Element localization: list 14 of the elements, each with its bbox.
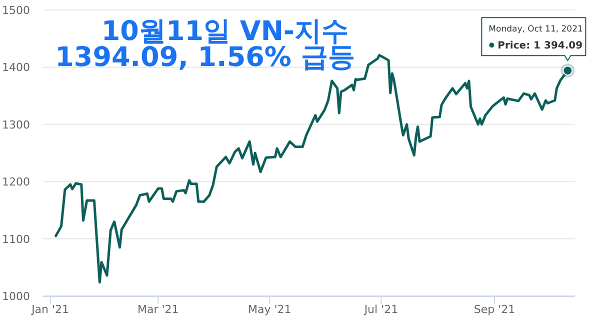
y-tick-label: 1200 [2, 176, 30, 189]
x-tick-label: May '21 [248, 303, 292, 316]
y-tick-label: 1400 [2, 61, 30, 74]
y-tick-label: 1100 [2, 232, 30, 246]
x-tick-label: Jul '21 [363, 303, 398, 316]
title: 10월11일 VN-지수 1394.09, 1.56% 급등 [55, 16, 355, 73]
y-tick-label: 1500 [2, 4, 30, 17]
y-tick-label: 1000 [2, 290, 30, 303]
x-tick-label: Jan '21 [30, 303, 70, 316]
x-tick-label: Mar '21 [138, 303, 179, 316]
annotation: Monday, Oct 11, 2021 Price: 1 394.09 [481, 17, 586, 78]
y-tick-label: 1300 [2, 118, 30, 132]
annotation: Monday, Oct 11, 2021 Price: 1 394.09 [488, 24, 583, 52]
x-tick-label: Sep '21 [474, 303, 516, 316]
